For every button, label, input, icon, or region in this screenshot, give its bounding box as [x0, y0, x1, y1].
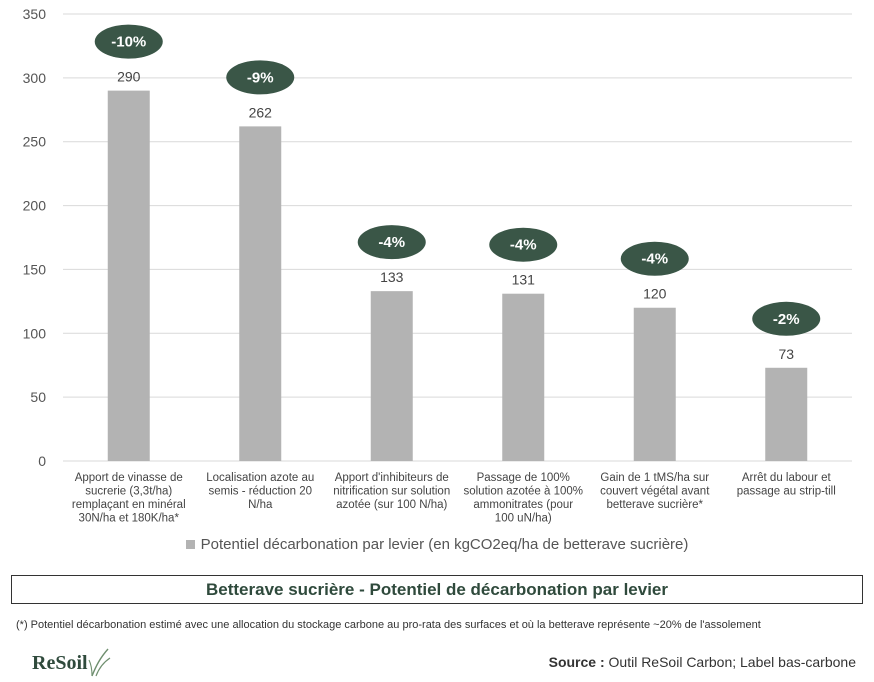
- y-tick-label: 50: [30, 389, 46, 405]
- x-tick-label: Apport de vinasse de sucrerie (3,3t/ha) re…: [72, 472, 186, 525]
- value-label: 73: [778, 346, 794, 362]
- percent-badge: [226, 60, 295, 95]
- value-label: 262: [249, 104, 273, 120]
- y-tick-label: 150: [23, 261, 47, 277]
- percent-badge: [94, 24, 163, 59]
- value-labels: 290 262 133 131 120 73: [117, 69, 794, 362]
- y-tick-label: 100: [23, 325, 47, 341]
- percent-badge-label: -4%: [510, 237, 537, 254]
- value-label: 131: [512, 272, 536, 288]
- percent-badge: [620, 241, 689, 276]
- bars: [107, 90, 808, 461]
- x-tick-label: Gain de 1 tMS/ha sur couvert végétal avan…: [600, 472, 710, 511]
- value-label: 120: [643, 286, 667, 302]
- bar: [107, 90, 150, 461]
- x-tick-label: Localisation azote au semis - réduction 2…: [206, 472, 314, 511]
- bar: [633, 307, 676, 461]
- chart-title: Betterave sucrière - Potentiel de décarb…: [11, 575, 863, 604]
- percent-badge-label: -2%: [773, 311, 800, 328]
- percent-badge: [489, 227, 558, 262]
- resoil-logo: ReSoil: [32, 646, 114, 680]
- percent-badge-label: -10%: [111, 34, 146, 51]
- footnote: (*) Potentiel décarbonation estimé avec …: [16, 619, 761, 631]
- source-label: Source :: [548, 654, 605, 670]
- y-tick-labels: 0 50 100 150 200 250 300 350: [23, 6, 47, 469]
- logo-text: ReSoil: [32, 651, 88, 674]
- percent-badge-label: -9%: [247, 69, 274, 86]
- x-tick-label: Apport d'inhibiteurs de nitrification sur…: [333, 472, 450, 511]
- percent-badge: [357, 225, 426, 260]
- percent-badge-label: -4%: [641, 251, 668, 268]
- percent-badges: -10% -9% -4% -4% -4% -2%: [94, 24, 821, 336]
- source-note: Source : Outil ReSoil Carbon; Label bas-…: [549, 654, 856, 670]
- percent-badge-label: -4%: [378, 234, 405, 251]
- x-tick-label: Passage de 100% solution azotée à 100% amm…: [463, 472, 583, 525]
- y-tick-label: 0: [38, 453, 46, 469]
- percent-badge: [752, 301, 821, 336]
- y-tick-label: 200: [23, 198, 47, 214]
- legend-swatch: [185, 539, 195, 549]
- bar: [502, 293, 545, 461]
- legend-label: Potentiel décarbonation par levier (en k…: [200, 536, 689, 553]
- value-label: 290: [117, 69, 141, 85]
- grid-lines: [63, 13, 852, 462]
- value-label: 133: [380, 269, 404, 285]
- leaf-icon: [88, 648, 110, 677]
- legend: Potentiel décarbonation par levier (en k…: [0, 536, 874, 553]
- bar: [370, 291, 413, 461]
- y-tick-label: 350: [23, 6, 47, 22]
- x-tick-label: Arrêt du labour et passage au strip-till: [737, 472, 836, 498]
- source-text: Outil ReSoil Carbon; Label bas-carbone: [608, 654, 856, 670]
- bar: [765, 367, 808, 461]
- y-tick-label: 300: [23, 70, 47, 86]
- x-tick-labels: Apport de vinasse de sucrerie (3,3t/ha) re…: [72, 472, 836, 525]
- bar: [239, 126, 282, 461]
- y-tick-label: 250: [23, 134, 47, 150]
